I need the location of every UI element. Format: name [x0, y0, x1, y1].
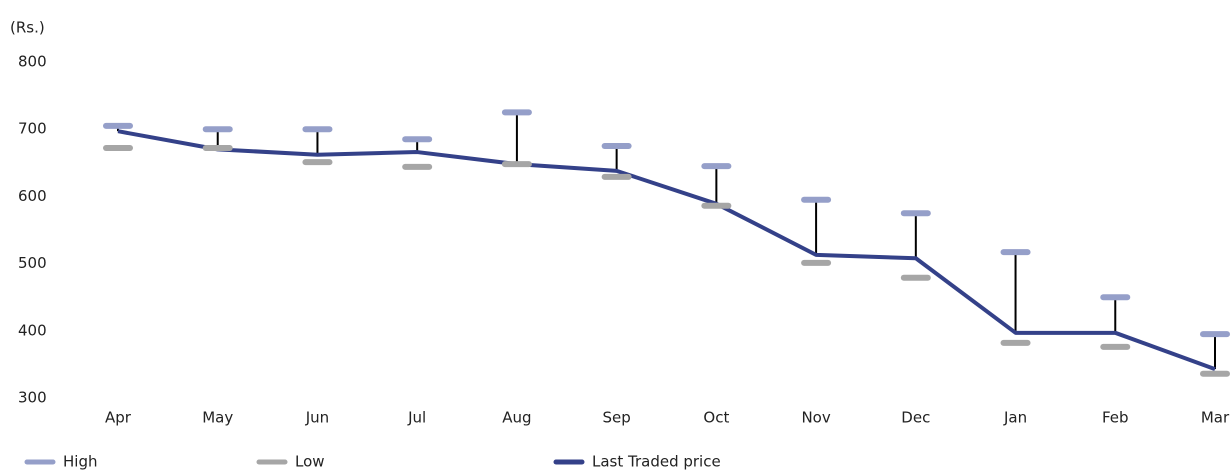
y-tick-label: 600 [18, 187, 47, 205]
x-tick-label: Mar [1201, 409, 1230, 427]
y-tick-label: 800 [18, 53, 47, 71]
y-tick-label: 400 [18, 321, 47, 339]
x-tick-label: Oct [703, 409, 729, 427]
legend-label: Low [295, 453, 325, 471]
y-tick-label: 500 [18, 254, 47, 272]
close-line [117, 129, 1216, 371]
x-tick-label: Jul [407, 409, 426, 427]
x-tick-label: Feb [1102, 409, 1129, 427]
legend-label: High [63, 453, 97, 471]
x-tick-label: May [202, 409, 233, 427]
y-tick-label: 300 [18, 389, 47, 407]
y-axis-label: (Rs.) [10, 19, 45, 37]
x-tick-label: Aug [502, 409, 531, 427]
legend-label: Last Traded price [592, 453, 721, 471]
x-tick-label: Nov [801, 409, 830, 427]
x-tick-label: Dec [901, 409, 930, 427]
x-tick-label: Sep [602, 409, 630, 427]
x-tick-label: Jan [1003, 409, 1027, 427]
x-tick-label: Apr [105, 409, 132, 427]
y-tick-label: 700 [18, 120, 47, 138]
x-tick-label: Jun [305, 409, 329, 427]
